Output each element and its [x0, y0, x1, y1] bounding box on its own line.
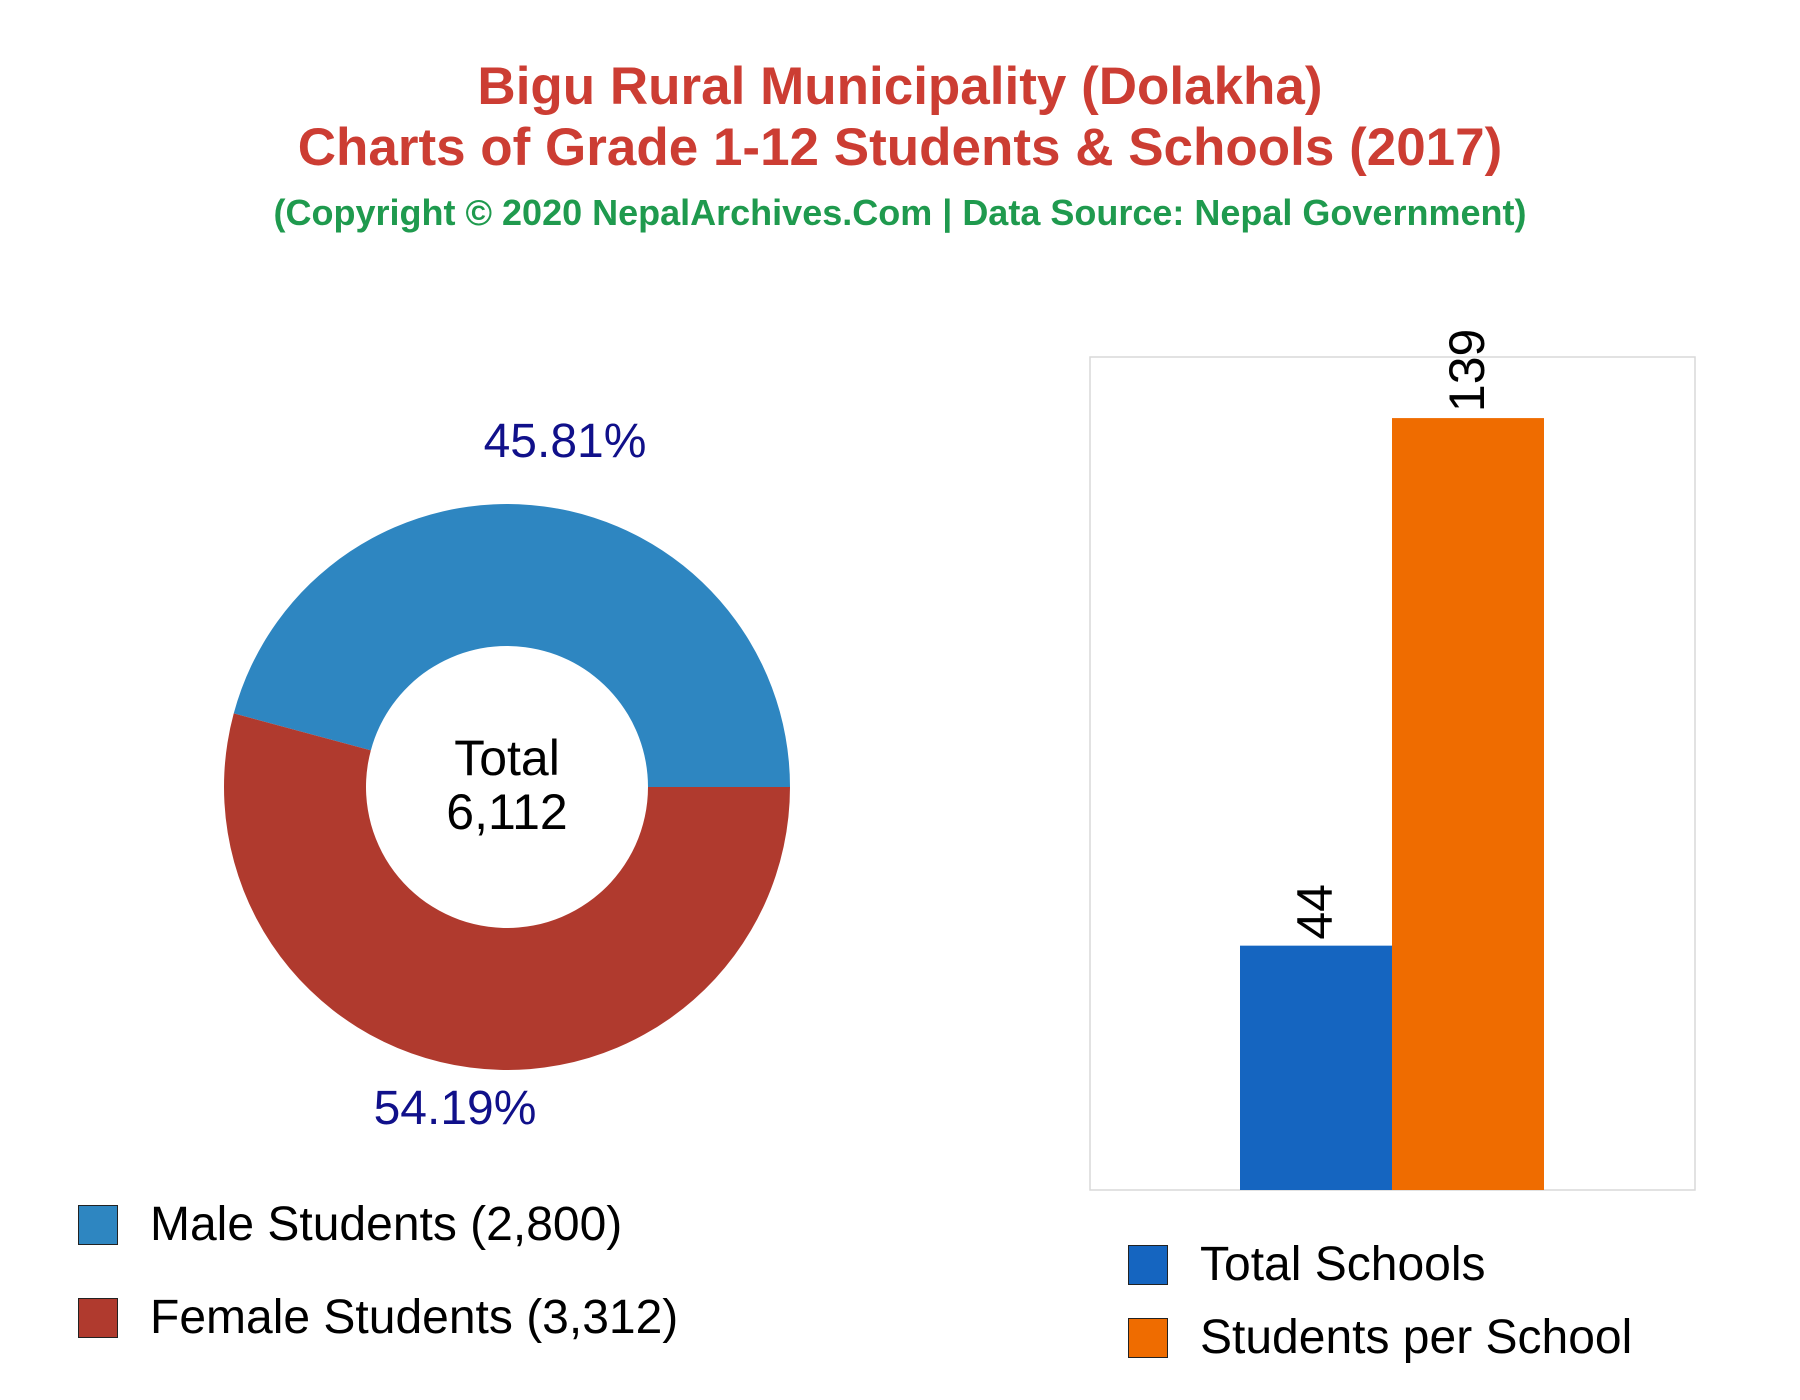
chart-subtitle: (Copyright © 2020 NepalArchives.Com | Da…: [273, 192, 1527, 233]
legend-item-total-schools: Total Schools: [1128, 1237, 1486, 1292]
legend-label-male: Male Students (2,800): [150, 1198, 623, 1251]
legend-swatch-male: [78, 1204, 118, 1245]
legend-item-female-students: Female Students (3,312): [78, 1290, 678, 1345]
donut-center-label: Total: [454, 730, 560, 786]
bar-value-label-total-schools: 44: [1287, 884, 1343, 940]
percent-label-female-students: 54.19%: [374, 1082, 537, 1135]
legend-swatch-students-per-school: [1128, 1317, 1168, 1358]
bar-value-label-students-per-school: 139: [1439, 329, 1495, 412]
chart-title-line-1: Bigu Rural Municipality (Dolakha): [477, 57, 1323, 116]
legend-label-students-per-school: Students per School: [1200, 1311, 1633, 1364]
donut-slice-male-students: [233, 503, 791, 787]
legend-item-male-students: Male Students (2,800): [78, 1197, 622, 1252]
bar-total-schools: [1240, 945, 1392, 1190]
chart-title-line-2: Charts of Grade 1-12 Students & Schools …: [297, 118, 1503, 177]
donut-slice-female-students: [223, 713, 790, 1070]
bar-chart: 44 139: [1240, 329, 1544, 1190]
percent-label-male-students: 45.81%: [484, 415, 647, 468]
legend-label-female: Female Students (3,312): [150, 1291, 679, 1344]
legend-swatch-total-schools: [1128, 1244, 1168, 1285]
bar-students-per-school: [1392, 418, 1544, 1190]
legend-label-total-schools: Total Schools: [1200, 1238, 1486, 1291]
legend-swatch-female: [78, 1297, 118, 1338]
legend-item-students-per-school: Students per School: [1128, 1310, 1632, 1365]
donut-center-value: 6,112: [446, 784, 567, 840]
